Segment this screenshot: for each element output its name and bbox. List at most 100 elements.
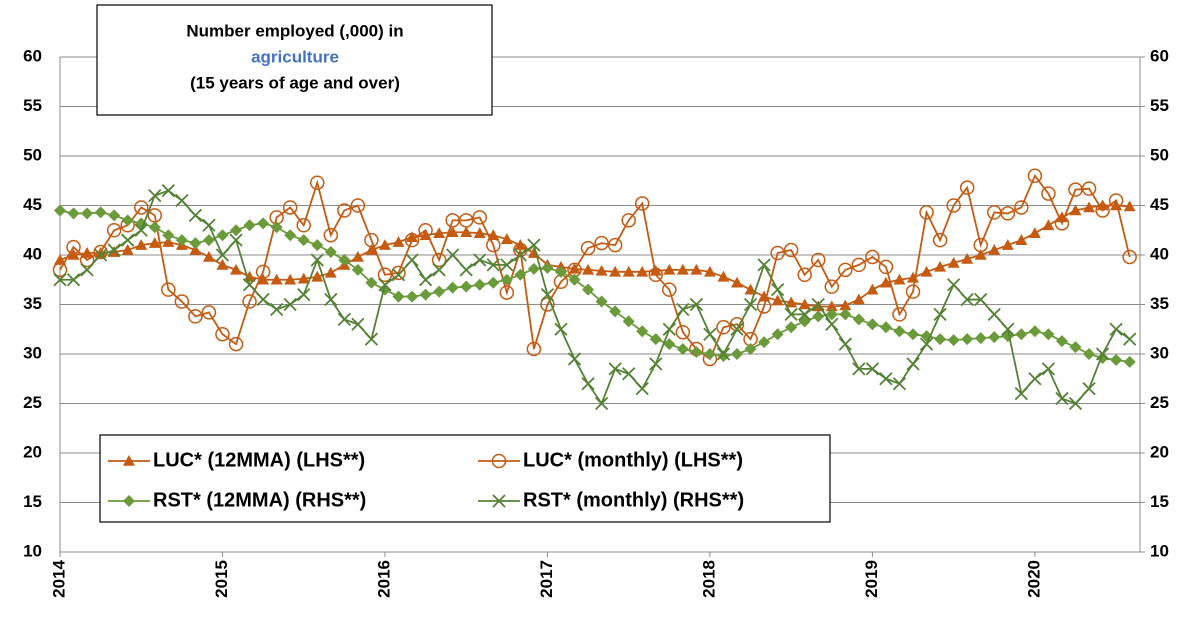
marker xyxy=(1027,168,1043,184)
marker xyxy=(851,257,867,273)
marker xyxy=(311,270,324,282)
legend-marker xyxy=(491,453,507,469)
marker xyxy=(838,262,853,278)
marker xyxy=(1041,362,1056,376)
marker xyxy=(161,282,176,297)
chart-title-highlight: agriculture xyxy=(251,47,339,66)
marker xyxy=(229,233,243,247)
marker xyxy=(377,267,393,283)
marker xyxy=(446,226,459,238)
marker xyxy=(81,207,94,220)
marker xyxy=(825,308,838,321)
marker xyxy=(391,268,406,282)
marker xyxy=(947,278,961,292)
marker xyxy=(716,347,731,361)
marker xyxy=(500,273,513,286)
marker xyxy=(514,268,527,281)
marker xyxy=(621,213,636,228)
marker xyxy=(987,307,1001,322)
marker xyxy=(540,287,555,302)
marker xyxy=(1015,234,1028,245)
marker xyxy=(703,265,716,277)
y-tick-label: 30 xyxy=(23,343,42,362)
y-tick-label: 20 xyxy=(23,442,42,461)
marker xyxy=(1014,200,1029,215)
marker xyxy=(1041,186,1056,201)
marker xyxy=(663,263,676,275)
marker xyxy=(824,279,840,294)
marker xyxy=(215,248,230,262)
marker xyxy=(121,233,135,247)
marker xyxy=(67,249,80,260)
x-tick-label: 2014 xyxy=(49,559,68,597)
marker xyxy=(1055,335,1068,348)
y2-tick-label: 45 xyxy=(1150,195,1169,214)
marker xyxy=(771,328,784,341)
marker xyxy=(337,312,351,326)
marker xyxy=(1069,341,1082,354)
marker xyxy=(1028,227,1041,239)
marker xyxy=(378,278,392,292)
marker xyxy=(486,237,501,253)
y-tick-label: 15 xyxy=(23,492,42,511)
marker xyxy=(404,232,420,248)
marker xyxy=(947,256,960,268)
marker xyxy=(541,261,554,274)
y-tick-label: 40 xyxy=(23,244,42,263)
marker xyxy=(838,337,852,351)
marker xyxy=(866,283,879,295)
marker xyxy=(215,326,230,342)
marker xyxy=(959,180,975,195)
marker xyxy=(703,327,717,341)
marker xyxy=(757,258,771,272)
marker xyxy=(297,287,311,302)
y2-tick-label: 60 xyxy=(1150,46,1169,65)
y2-tick-label: 35 xyxy=(1150,294,1169,313)
marker xyxy=(608,362,622,376)
marker xyxy=(648,267,664,283)
marker xyxy=(473,253,487,267)
marker xyxy=(1110,199,1123,211)
marker xyxy=(730,322,744,336)
marker xyxy=(135,239,148,250)
marker xyxy=(663,338,676,351)
y2-tick-label: 25 xyxy=(1150,393,1169,412)
marker xyxy=(351,317,365,331)
marker xyxy=(609,305,622,318)
y-tick-label: 35 xyxy=(23,294,42,313)
marker xyxy=(162,236,175,247)
marker xyxy=(1095,347,1110,361)
y-tick-label: 10 xyxy=(23,541,42,560)
marker xyxy=(364,232,379,248)
legend-label: LUC* (monthly) (LHS**) xyxy=(523,449,743,471)
marker xyxy=(974,292,988,307)
marker xyxy=(662,282,677,297)
marker xyxy=(649,357,663,371)
marker xyxy=(893,325,906,338)
marker xyxy=(106,223,122,238)
marker xyxy=(609,265,622,277)
marker xyxy=(53,273,67,287)
marker xyxy=(66,273,81,287)
marker xyxy=(690,346,703,359)
marker xyxy=(202,250,215,262)
marker xyxy=(324,292,338,307)
marker xyxy=(852,313,865,326)
marker xyxy=(392,290,405,303)
marker xyxy=(744,283,757,295)
legend: LUC* (12MMA) (LHS**) LUC* (monthly) (LHS*… xyxy=(99,434,831,523)
marker xyxy=(472,210,487,225)
marker xyxy=(54,204,66,217)
marker xyxy=(174,294,190,309)
marker xyxy=(758,336,771,349)
y2-tick-label: 15 xyxy=(1150,492,1169,511)
legend-marker xyxy=(123,495,135,507)
marker xyxy=(676,343,689,356)
marker xyxy=(418,223,433,238)
marker xyxy=(540,297,555,312)
marker xyxy=(189,244,202,255)
marker xyxy=(148,188,162,203)
marker xyxy=(406,290,419,303)
marker xyxy=(270,273,283,285)
marker xyxy=(716,320,731,335)
